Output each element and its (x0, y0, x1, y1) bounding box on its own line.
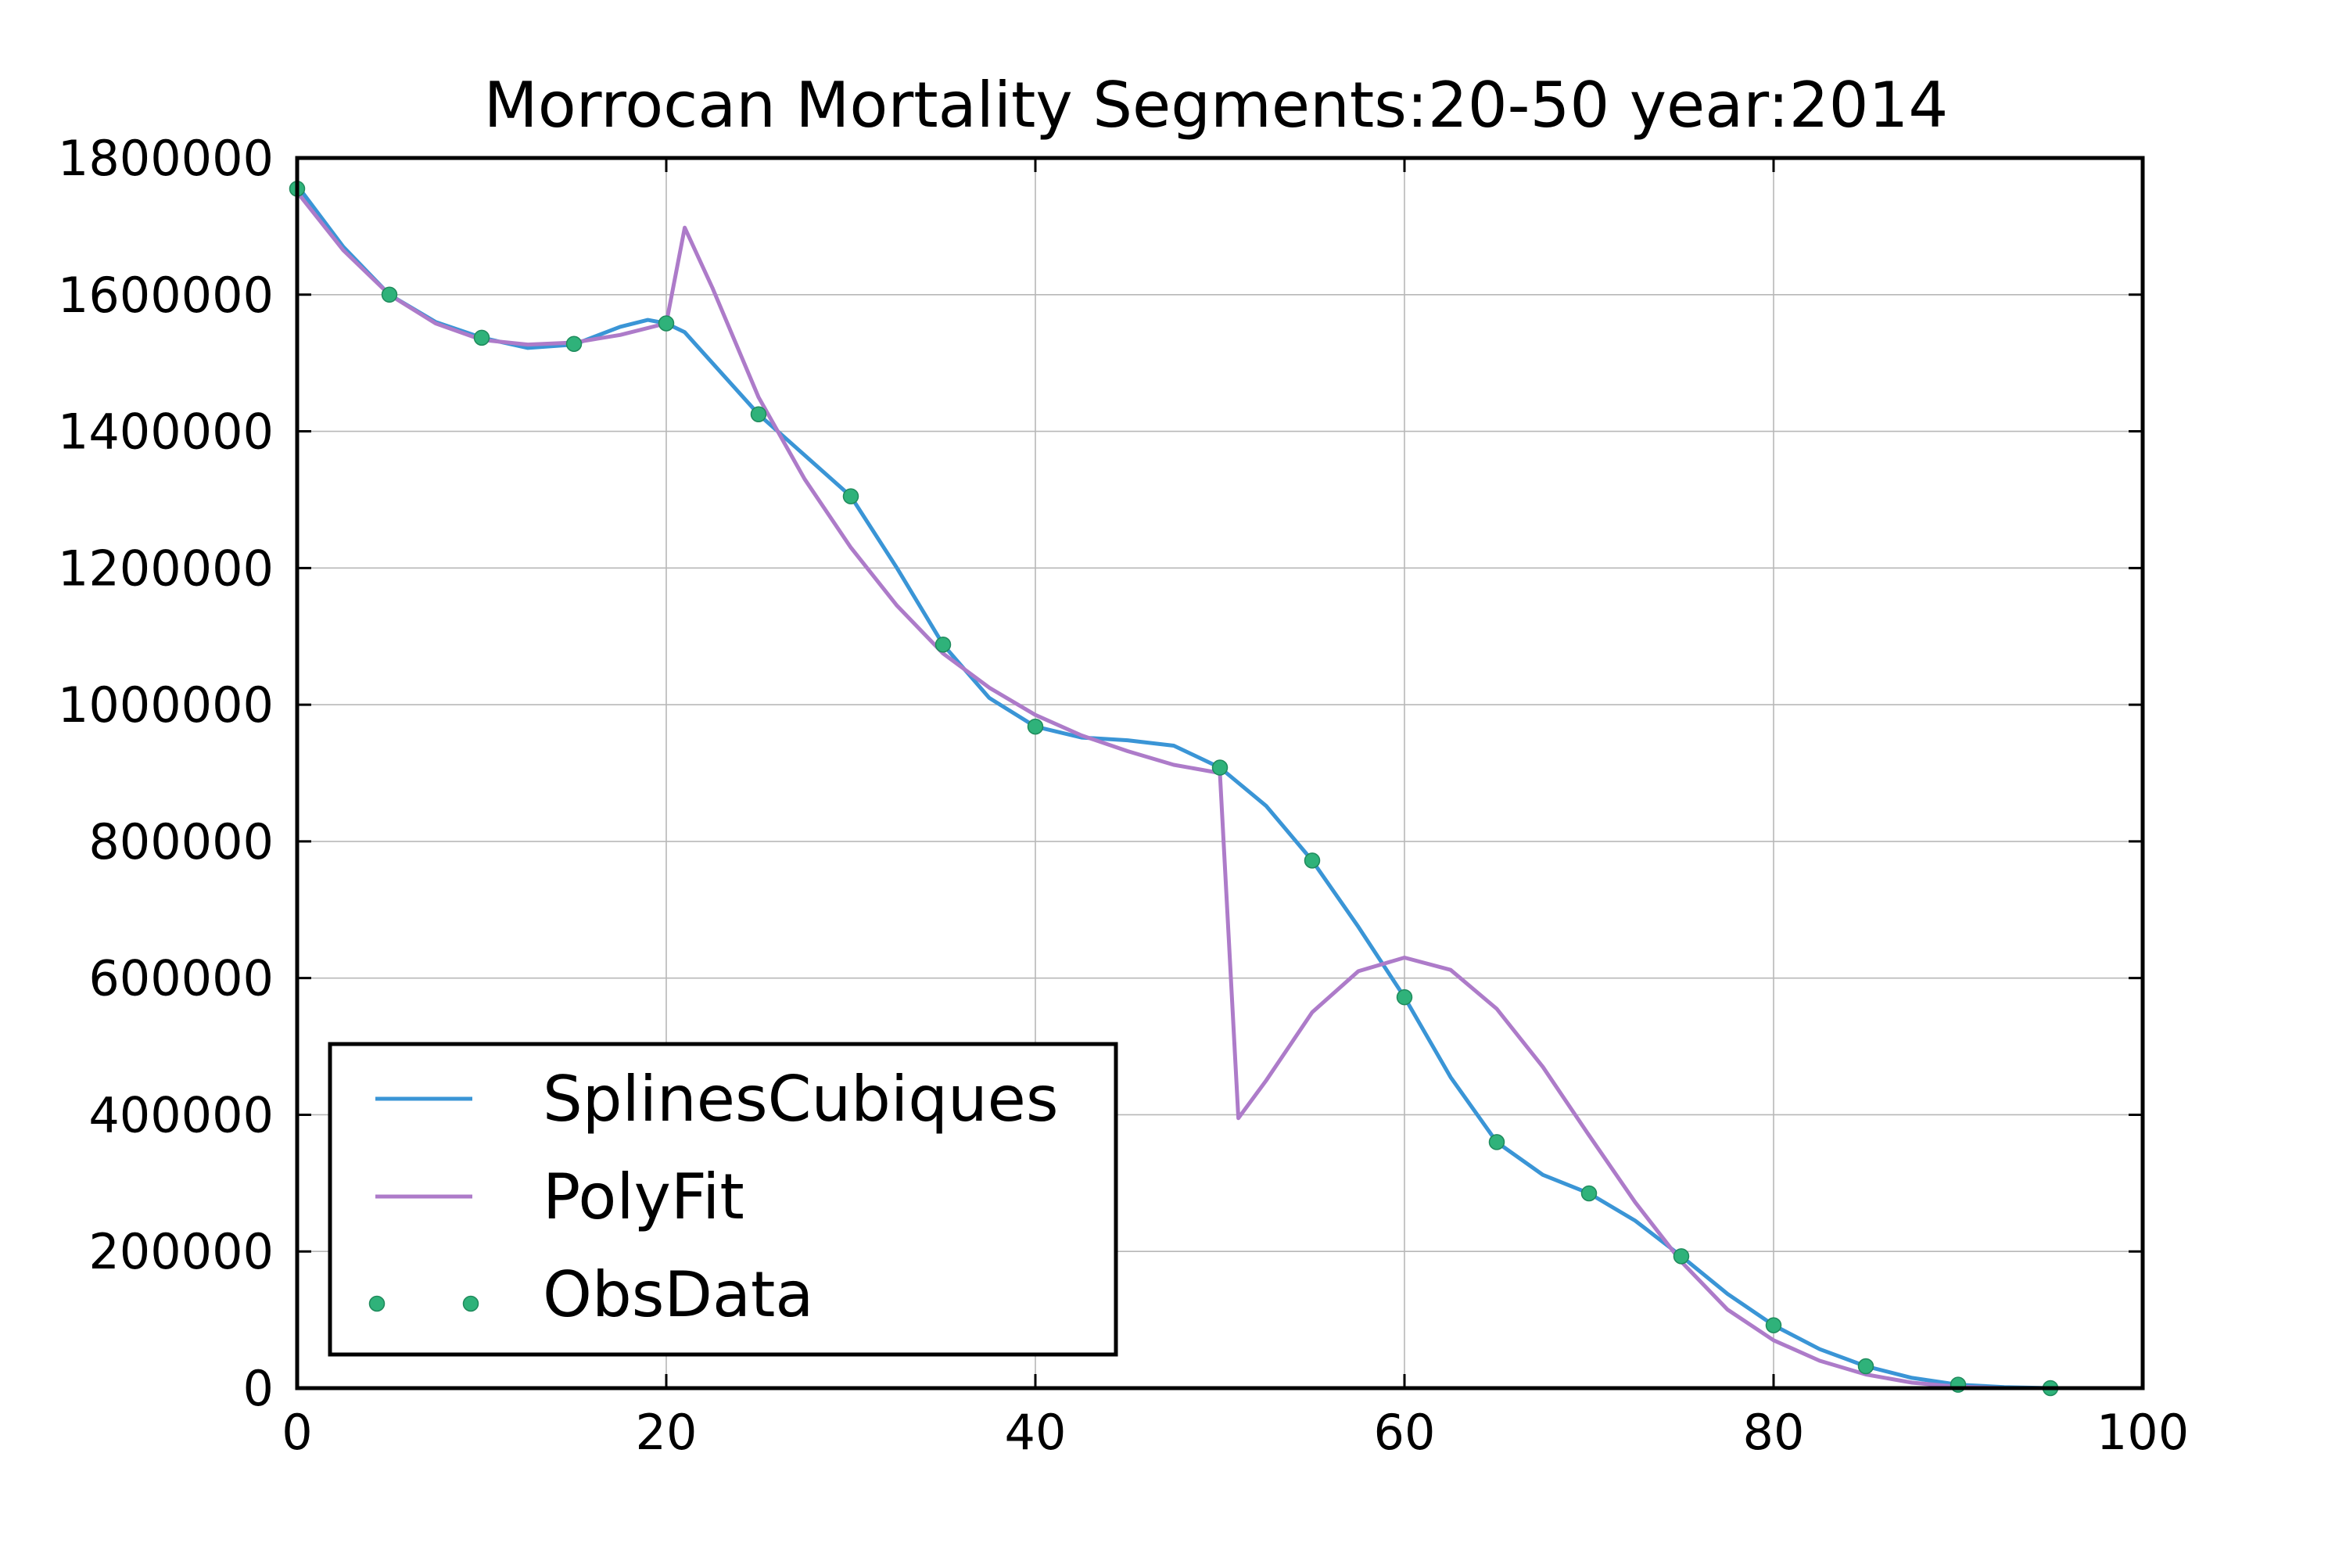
data-point-obsdata (934, 636, 952, 653)
legend: SplinesCubiques PolyFit ObsData (328, 1042, 1118, 1357)
legend-swatch-obsdata (368, 1295, 386, 1312)
series-line-splinescubiques (296, 184, 2051, 1390)
y-tick-label: 1200000 (58, 540, 274, 597)
data-point-obsdata (1580, 1185, 1598, 1202)
data-point-obsdata (473, 329, 490, 346)
y-tick-label: 1400000 (58, 404, 274, 461)
y-tick-label: 400000 (88, 1086, 274, 1143)
plot-axes: 0 20 40 60 80 100 0 200000 400000 600000 800000 100… (58, 130, 2189, 1461)
legend-label-splinescubiques: SplinesCubiques (543, 1063, 1059, 1136)
y-tick-label: 800000 (88, 813, 274, 870)
data-point-obsdata (1304, 852, 1321, 869)
data-point-obsdata (565, 335, 583, 352)
legend-box (328, 1042, 1118, 1357)
y-tick-label: 1800000 (58, 130, 274, 187)
chart-title: Morrocan Mortality Segments:20-50 year:2… (484, 69, 1949, 142)
data-point-obsdata (1857, 1358, 1874, 1375)
grid-lines (297, 158, 2143, 1388)
data-point-obsdata (750, 406, 767, 422)
data-point-obsdata (1211, 759, 1229, 776)
y-tick-label: 1600000 (58, 267, 274, 324)
x-tick-label: 20 (636, 1404, 698, 1461)
x-tick-label: 100 (2097, 1404, 2189, 1461)
plot-series (289, 181, 2059, 1397)
data-point-obsdata (1396, 989, 1413, 1006)
data-point-obsdata (1488, 1134, 1505, 1150)
data-point-obsdata (842, 488, 859, 504)
y-tick-label: 600000 (88, 950, 274, 1007)
data-point-obsdata (1673, 1248, 1690, 1265)
x-tick-label: 80 (1743, 1404, 1805, 1461)
y-tick-label: 0 (243, 1360, 274, 1417)
x-tick-label: 60 (1374, 1404, 1436, 1461)
data-point-obsdata (658, 315, 675, 332)
y-tick-label: 200000 (88, 1223, 274, 1280)
x-tick-label: 0 (282, 1404, 312, 1461)
data-point-obsdata (381, 286, 398, 303)
x-tick-label: 40 (1005, 1404, 1067, 1461)
data-point-obsdata (1027, 718, 1044, 735)
legend-swatch-obsdata (462, 1295, 479, 1312)
legend-label-obsdata: ObsData (543, 1258, 813, 1331)
data-point-obsdata (1765, 1317, 1782, 1333)
legend-label-polyfit: PolyFit (543, 1161, 744, 1233)
plot-frame (295, 156, 2145, 1390)
y-tick-label: 1000000 (58, 676, 274, 734)
series-line-polyfit (296, 191, 2050, 1390)
